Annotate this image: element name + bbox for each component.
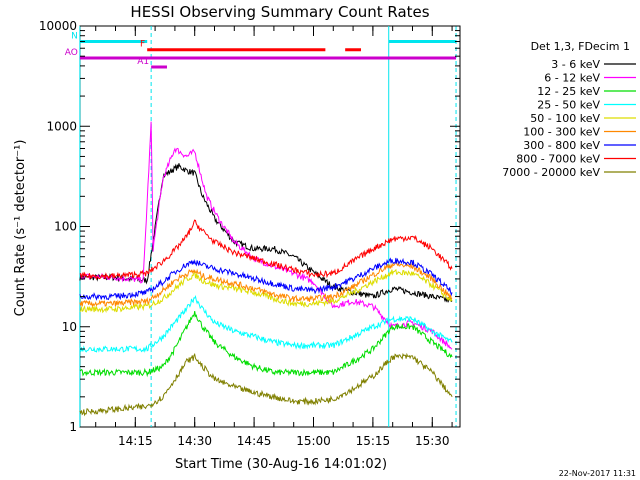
series-line <box>79 260 453 308</box>
x-tick-label: 14:15 <box>118 434 153 448</box>
chart-title: HESSI Observing Summary Count Rates <box>130 3 429 21</box>
legend-item-label: 100 - 300 keV <box>523 126 600 139</box>
y-tick-label: 1 <box>69 420 77 434</box>
legend-item-label: 3 - 6 keV <box>551 58 600 71</box>
legend-item-label: 800 - 7000 keV <box>516 153 600 166</box>
plot-area: N F AO A1 <box>65 25 461 428</box>
y-tick-label: 10 <box>62 320 77 334</box>
x-tick-label: 15:30 <box>415 434 450 448</box>
series-line <box>79 294 453 353</box>
series-line <box>79 163 453 303</box>
y-tick-label: 10000 <box>39 19 77 33</box>
legend-item-label: 6 - 12 keV <box>544 72 600 85</box>
flag-label: A1 <box>137 57 149 67</box>
timestamp: 22-Nov-2017 11:31 <box>559 469 636 478</box>
x-tick-label: 14:45 <box>237 434 272 448</box>
flag-label: F <box>140 40 145 50</box>
legend-title: Det 1,3, FDecim 1 <box>531 40 630 53</box>
x-axis-label: Start Time (30-Aug-16 14:01:02) <box>175 457 387 472</box>
legend-item-label: 50 - 100 keV <box>530 112 600 125</box>
flag-label: N <box>71 32 78 42</box>
series-line <box>79 257 453 301</box>
flag-label: AO <box>65 48 78 58</box>
x-tick-label: 14:30 <box>177 434 212 448</box>
y-axis-label: Count Rate (s⁻¹ detector⁻¹) <box>13 140 28 317</box>
y-tick-label: 1000 <box>46 119 77 133</box>
legend-item-label: 300 - 800 keV <box>523 139 600 152</box>
series-line <box>79 268 453 314</box>
legend-item-label: 12 - 25 keV <box>537 85 600 98</box>
x-tick-label: 15:15 <box>356 434 391 448</box>
y-axis: 1 10 100 1000 10000 <box>39 19 460 434</box>
x-axis: 14:15 14:30 14:45 15:00 15:15 15:30 <box>95 26 453 448</box>
series-line <box>79 219 453 281</box>
x-tick-label: 15:00 <box>296 434 331 448</box>
y-tick-label: 100 <box>54 220 77 234</box>
plot-frame <box>79 25 461 428</box>
legend-item-label: 25 - 50 keV <box>537 99 600 112</box>
legend-item-label: 7000 - 20000 keV <box>502 166 600 179</box>
series-line <box>79 311 453 378</box>
series-line <box>79 121 453 350</box>
series-line <box>79 352 453 417</box>
